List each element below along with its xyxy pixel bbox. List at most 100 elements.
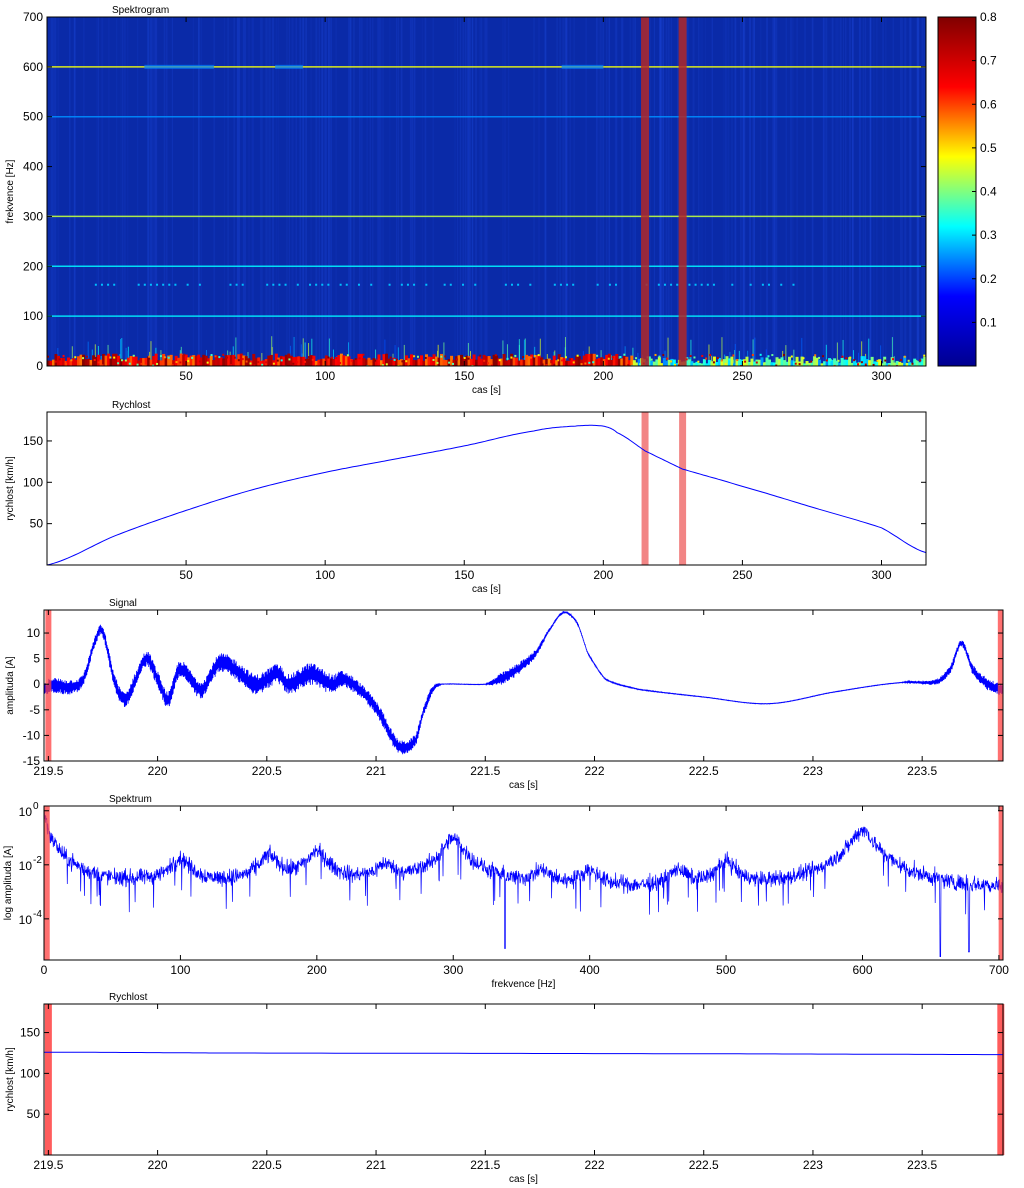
low-freq-cell xyxy=(730,356,734,366)
low-freq-speck xyxy=(853,359,856,362)
low-freq-speck xyxy=(814,354,817,357)
x-tick-label: 221.5 xyxy=(470,1158,500,1172)
dotted-band-dot xyxy=(107,283,110,286)
low-freq-cell xyxy=(435,356,439,366)
low-freq-cell xyxy=(512,357,516,366)
dotted-band-dot xyxy=(413,283,416,286)
low-freq-cell xyxy=(580,359,584,366)
low-freq-speck xyxy=(389,356,392,359)
axes-frame xyxy=(43,1003,1004,1156)
dotted-band-dot xyxy=(780,283,783,286)
dotted-band-dot xyxy=(137,283,140,286)
dotted-band-dot xyxy=(706,283,709,286)
low-freq-speck xyxy=(140,362,143,365)
low-freq-speck xyxy=(85,355,88,358)
low-freq-cell xyxy=(918,362,922,366)
low-freq-speck xyxy=(206,361,209,364)
low-freq-cell xyxy=(349,359,353,366)
dotted-band-dot xyxy=(749,283,752,286)
low-freq-speck xyxy=(841,355,844,358)
y-tick-label: -5 xyxy=(29,703,40,717)
dotted-band-dot xyxy=(510,283,513,286)
signal-line xyxy=(44,611,1003,755)
spectrum-line xyxy=(44,809,1003,957)
low-freq-speck xyxy=(522,356,525,359)
low-freq-cell xyxy=(492,354,496,366)
low-freq-speck xyxy=(771,354,774,357)
x-tick-label: 300 xyxy=(871,369,891,383)
low-freq-speck xyxy=(868,361,871,364)
x-axis-label: cas [s] xyxy=(472,584,501,595)
y-tick-label: 50 xyxy=(30,517,44,531)
dotted-band-dot xyxy=(168,283,171,286)
low-freq-cell xyxy=(690,361,694,366)
dotted-band-dot xyxy=(327,283,330,286)
low-freq-cell xyxy=(262,360,266,366)
low-freq-speck xyxy=(884,359,887,362)
low-freq-speck xyxy=(335,357,338,360)
colorbar-tick-label: 0.5 xyxy=(980,141,997,155)
y-tick-label: 150 xyxy=(23,434,43,448)
low-freq-cell xyxy=(219,357,223,366)
low-freq-cell xyxy=(592,353,596,366)
low-freq-cell xyxy=(585,353,589,366)
low-freq-cell xyxy=(254,358,258,366)
low-freq-speck xyxy=(736,359,739,362)
low-freq-speck xyxy=(755,361,758,364)
low-freq-speck xyxy=(487,362,490,365)
y-tick-label: 0 xyxy=(36,359,43,373)
low-freq-cell xyxy=(898,361,902,366)
low-freq-speck xyxy=(315,364,318,366)
low-freq-cell xyxy=(362,358,366,366)
low-freq-speck xyxy=(670,360,673,363)
chart-title: Spektrum xyxy=(109,794,152,805)
low-freq-cell xyxy=(309,355,313,366)
low-freq-cell xyxy=(775,357,779,366)
y-tick-label: 100 xyxy=(20,1066,40,1080)
low-freq-speck xyxy=(510,356,513,359)
x-tick-label: 220.5 xyxy=(252,1158,282,1172)
low-freq-speck xyxy=(899,359,902,362)
dotted-band-dot xyxy=(712,283,715,286)
low-freq-speck xyxy=(576,354,579,357)
low-freq-cell xyxy=(72,358,76,366)
x-tick-label: 100 xyxy=(170,963,190,977)
low-freq-cell xyxy=(535,355,539,366)
low-freq-speck xyxy=(541,363,544,366)
low-freq-cell xyxy=(737,359,741,366)
y-tick-label: 700 xyxy=(23,10,43,24)
time-marker xyxy=(45,610,52,761)
low-freq-cell xyxy=(467,356,471,366)
dotted-band-dot xyxy=(529,283,532,286)
x-tick-label: 222.5 xyxy=(689,1158,719,1172)
dotted-band-dot xyxy=(608,283,611,286)
low-freq-cell xyxy=(502,354,506,366)
low-freq-cell xyxy=(615,353,619,366)
low-freq-cell xyxy=(107,353,111,366)
low-freq-speck xyxy=(218,356,221,359)
y-tick-label: 200 xyxy=(23,259,43,273)
low-freq-speck xyxy=(627,364,630,366)
low-freq-cell xyxy=(477,356,481,366)
dotted-band-dot xyxy=(113,283,116,286)
low-freq-cell xyxy=(672,359,676,366)
low-freq-cell xyxy=(89,359,93,366)
low-freq-cell xyxy=(803,363,807,366)
low-freq-cell xyxy=(750,358,754,366)
low-freq-cell xyxy=(773,362,777,366)
dotted-band-dot xyxy=(345,283,348,286)
low-freq-speck xyxy=(475,360,478,363)
low-freq-cell xyxy=(284,354,288,366)
low-freq-cell xyxy=(169,354,173,366)
low-freq-cell xyxy=(197,354,201,366)
low-freq-cell xyxy=(810,361,814,366)
low-freq-speck xyxy=(311,358,314,361)
low-freq-speck xyxy=(58,358,61,361)
low-freq-speck xyxy=(498,359,501,362)
dotted-band-dot xyxy=(566,283,569,286)
dotted-band-dot xyxy=(596,283,599,286)
low-freq-cell xyxy=(332,358,336,366)
low-freq-speck xyxy=(124,359,127,362)
chart-title: Signal xyxy=(109,598,137,609)
low-freq-cell xyxy=(297,356,301,366)
